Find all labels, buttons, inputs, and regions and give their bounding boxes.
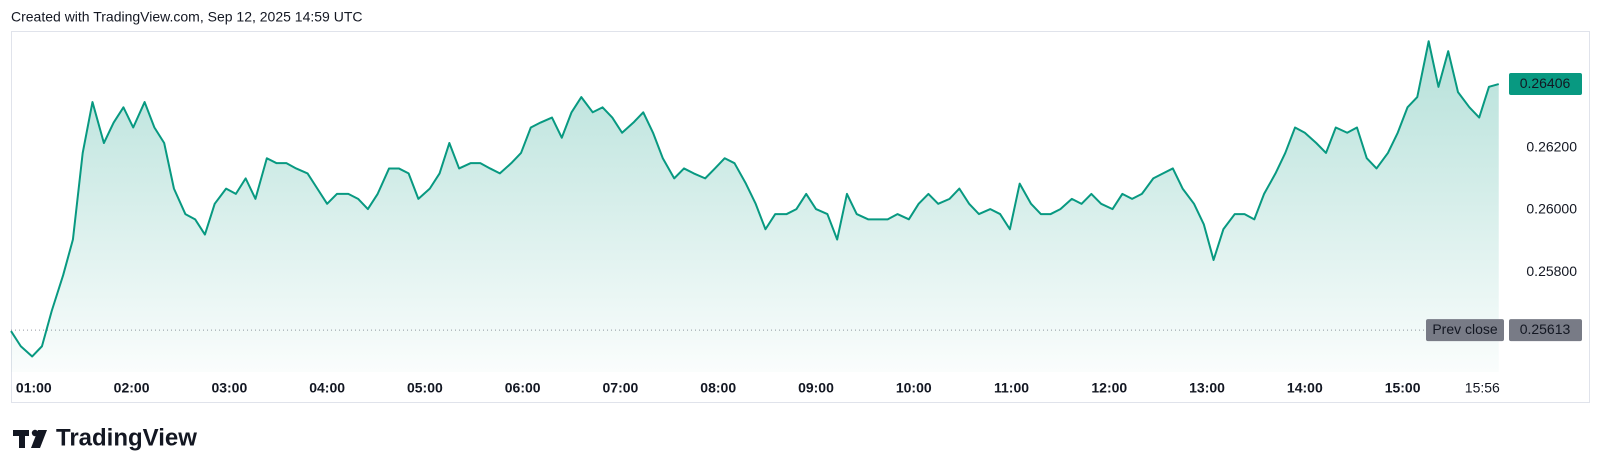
x-tick-label: 04:00 (309, 380, 345, 396)
last-price-box (1509, 73, 1582, 96)
logo-stem (19, 430, 25, 448)
x-tick-label: 06:00 (505, 380, 541, 396)
y-tick-label: 0.25800 (1526, 263, 1577, 279)
x-tick-label: 02:00 (114, 380, 150, 396)
x-tick-label: 05:00 (407, 380, 443, 396)
x-tick-label: 08:00 (700, 380, 736, 396)
x-tick-label: 09:00 (798, 380, 834, 396)
logo (13, 429, 47, 448)
x-tick-label: 13:00 (1189, 380, 1225, 396)
x-tick-label: 01:00 (16, 380, 52, 396)
prev-close-label: Prev close (1432, 321, 1498, 337)
x-tick-label: 11:00 (994, 380, 1029, 396)
prev-close-tag (1426, 319, 1504, 342)
y-tick-label: 0.26200 (1526, 139, 1577, 155)
x-tick-label: 07:00 (603, 380, 639, 396)
price-line (10, 40, 1500, 358)
x-tick-label: 15:00 (1385, 380, 1421, 396)
prev-close-value-box (1509, 319, 1582, 342)
current-time-label: 15:56 (1465, 380, 1500, 396)
x-tick-label: 14:00 (1287, 380, 1323, 396)
header-text: Created with TradingView.com, Sep 12, 20… (11, 9, 363, 25)
x-tick-label: 03:00 (211, 380, 247, 396)
logo-slash (31, 430, 47, 448)
chart-frame (11, 31, 1590, 403)
x-tick-label: 12:00 (1091, 380, 1127, 396)
brand: TradingView (56, 424, 197, 451)
area-fill (11, 41, 1499, 373)
y-tick-label: 0.26000 (1526, 201, 1577, 217)
prev-close-value: 0.25613 (1520, 321, 1571, 337)
last-price-label: 0.26406 (1520, 75, 1571, 91)
x-tick-label: 10:00 (896, 380, 932, 396)
